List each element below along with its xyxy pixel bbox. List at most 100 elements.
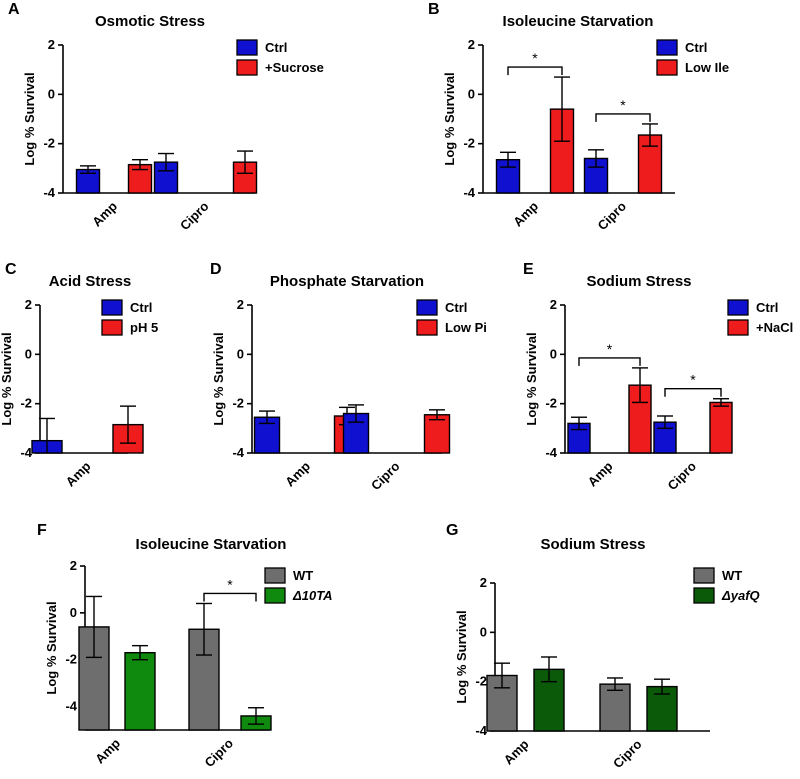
legend-label: Ctrl [265,40,287,55]
legend-swatch [727,319,749,336]
panel-e: E Sodium Stress 2 0 -2 -4 Log % Survival Amp Cip… [523,261,793,493]
chart-title: Acid Stress [49,273,132,290]
legend-label: ΔyafQ [721,588,760,603]
significance-star: * [607,341,613,357]
x-tick-label: Cipro [202,735,237,770]
error-bar [348,404,364,423]
error-bar [86,595,102,659]
legend-label: Low Ile [685,60,729,75]
error-bar [196,602,212,656]
legend-swatch [101,319,123,336]
y-tick-label: 2 [468,37,475,52]
legend-label: +NaCl [756,320,793,335]
legend-label: Ctrl [756,300,778,315]
error-bar [120,405,136,444]
y-tick-label: 2 [70,558,77,573]
y-tick-label: 0 [25,346,32,361]
y-tick-label: 0 [48,86,55,101]
y-axis-label: Log % Survival [0,332,14,425]
significance-star: * [690,372,696,388]
y-axis-label: Log % Survival [44,601,59,694]
y-axis-label: Log % Survival [442,72,457,165]
legend-label: WT [293,568,313,583]
x-tick-label: Cipro [595,198,630,233]
y-tick-label: 2 [550,297,557,312]
panel-c: C Acid Stress 2 0 -2 -4 Log % Survival Amp Ctrl p… [0,261,158,490]
error-bar [657,415,673,430]
y-tick-label: 2 [25,297,32,312]
panel-label: A [8,1,20,18]
y-axis-label: Log % Survival [524,332,539,425]
y-tick-label: 0 [550,346,557,361]
x-tick-label: Amp [63,458,94,489]
chart-title: Phosphate Starvation [270,273,424,290]
legend-label: Ctrl [685,40,707,55]
legend: WT ΔyafQ [693,567,760,604]
chart-title: Isoleucine Starvation [503,13,654,30]
bar-g-cipro-0 [599,683,631,732]
error-bar [632,367,648,404]
legend-swatch [727,299,749,316]
y-tick-label: -4 [20,445,32,460]
panel-label: G [446,522,458,539]
significance-star: * [620,97,626,113]
error-bar [80,165,96,174]
significance-bracket: * [664,372,722,397]
panel-label: B [428,1,440,18]
legend-swatch [656,59,678,76]
error-bar [494,662,510,689]
error-bar [158,152,174,172]
x-tick-label: Amp [510,198,541,229]
panel-label: F [37,522,47,539]
y-axis-label: Log % Survival [22,72,37,165]
error-bar [429,409,445,421]
error-bar [248,707,264,725]
y-tick-label: 0 [468,86,475,101]
error-bar [39,417,55,453]
error-bar [713,398,729,407]
x-tick-label: Cipro [665,458,700,493]
bracket-line [203,592,257,602]
legend-label: Ctrl [130,300,152,315]
error-bar [237,150,253,174]
legend-swatch [264,567,286,584]
legend: Ctrl Low Ile [656,39,729,76]
bar-d-cipro-1 [423,414,451,454]
y-axis-label: Log % Survival [454,610,469,703]
legend-swatch [693,567,715,584]
panel-label: D [210,261,222,278]
chart-title: Osmotic Stress [95,13,205,30]
x-tick-label: Amp [89,198,120,229]
y-tick-label: -4 [65,699,77,714]
panel-f: F Isoleucine Starvation 2 0 -2 -4 Log % Surviv… [37,522,333,770]
error-bar [541,656,557,683]
y-tick-label: -4 [43,185,55,200]
y-tick-label: -2 [232,396,244,411]
x-tick-label: Amp [501,736,532,767]
bar-f-amp-1 [124,651,156,731]
error-bar [588,149,604,168]
legend-swatch [416,319,438,336]
panel-a: A Osmotic Stress 2 0 -2 -4 Log % Survival Amp Ci… [8,1,324,233]
error-bar [554,76,570,142]
panel-label: E [523,261,534,278]
error-bar [571,416,587,431]
legend: Ctrl pH 5 [101,299,158,336]
y-tick-label: 0 [70,605,77,620]
x-tick-label: Amp [282,458,313,489]
legend-label: pH 5 [130,320,158,335]
bracket-line [507,66,563,76]
legend-label: +Sucrose [265,60,324,75]
y-tick-label: -4 [232,445,244,460]
panel-g: G Sodium Stress 2 0 -2 -4 Log % Survival Amp Cip… [446,522,760,771]
panel-b: B Isoleucine Starvation 2 0 -2 -4 Log % Surviv… [428,1,729,233]
legend-label: Ctrl [445,300,467,315]
error-bar [642,123,658,147]
y-tick-label: -2 [463,136,475,151]
legend-label: Δ10TA [292,588,333,603]
x-tick-label: Cipro [610,736,645,771]
y-axis-label: Log % Survival [211,332,226,425]
x-tick-label: Amp [92,735,123,766]
x-tick-label: Cipro [368,458,403,493]
